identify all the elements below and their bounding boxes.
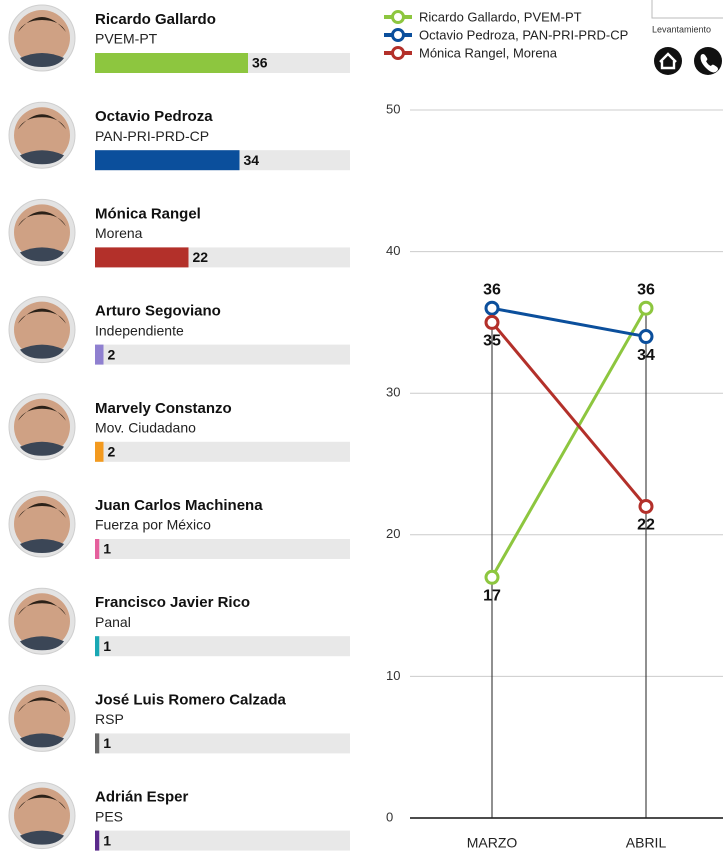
value-label: 1	[103, 638, 111, 654]
candidate-name: Marvely Constanzo	[95, 400, 232, 417]
y-tick-label: 20	[386, 526, 400, 541]
y-tick-label: 10	[386, 668, 400, 683]
value-label: 36	[637, 281, 655, 298]
bar	[95, 150, 240, 170]
value-label: 2	[108, 444, 116, 460]
candidate-party: Independiente	[95, 322, 184, 338]
candidate-name: Ricardo Gallardo	[95, 11, 216, 28]
point	[640, 500, 652, 512]
candidate-name: Mónica Rangel	[95, 205, 201, 222]
x-tick-label: MARZO	[467, 835, 518, 851]
candidate-name: Juan Carlos Machinena	[95, 497, 263, 514]
chart: Levantamiento Ricardo Gallardo PVEM-PT 36 O…	[0, 0, 723, 852]
bar	[95, 53, 248, 73]
candidate-party: Mov. Ciudadano	[95, 420, 196, 436]
legend-label: Ricardo Gallardo, PVEM-PT	[419, 9, 582, 24]
bar-track	[95, 539, 350, 559]
value-label: 34	[637, 347, 655, 364]
y-tick-label: 40	[386, 243, 400, 258]
point	[486, 302, 498, 314]
value-label: 34	[244, 152, 260, 168]
legend-marker	[393, 48, 404, 59]
value-label: 35	[483, 333, 501, 350]
value-label: 17	[483, 587, 501, 604]
candidate-name: Francisco Javier Rico	[95, 594, 250, 611]
legend-item: Mónica Rangel, Morena	[384, 45, 558, 60]
value-label: 2	[108, 346, 116, 362]
candidate-party: Panal	[95, 614, 131, 630]
candidate-party: RSP	[95, 711, 124, 727]
candidate-name: Arturo Segoviano	[95, 303, 221, 320]
legend-marker	[393, 12, 404, 23]
value-label: 22	[193, 249, 209, 265]
bar-track	[95, 442, 350, 462]
candidate-party: PES	[95, 808, 123, 824]
candidate-name: Octavio Pedroza	[95, 108, 213, 125]
y-tick-label: 0	[386, 809, 393, 824]
value-label: 36	[483, 281, 501, 298]
bar	[95, 539, 99, 559]
candidate-party: PVEM-PT	[95, 31, 158, 47]
point	[640, 331, 652, 343]
candidate-name: Adrián Esper	[95, 789, 189, 806]
bar-track	[95, 733, 350, 753]
value-label: 22	[637, 517, 655, 534]
legend-item: Octavio Pedroza, PAN-PRI-PRD-CP	[384, 27, 628, 42]
legend-label: Octavio Pedroza, PAN-PRI-PRD-CP	[419, 27, 628, 42]
home-button[interactable]	[654, 47, 682, 75]
y-tick-label: 30	[386, 385, 400, 400]
legend-item: Ricardo Gallardo, PVEM-PT	[384, 9, 582, 24]
bar	[95, 345, 104, 365]
y-tick-label: 50	[386, 101, 400, 116]
bar	[95, 831, 99, 851]
bar	[95, 733, 99, 753]
point	[640, 302, 652, 314]
candidate-name: José Luis Romero Calzada	[95, 691, 287, 708]
header-box	[652, 0, 723, 18]
value-label: 1	[103, 832, 111, 848]
bar-track	[95, 345, 350, 365]
bar-track	[95, 831, 350, 851]
bar	[95, 636, 99, 656]
x-tick-label: ABRIL	[626, 835, 667, 851]
value-label: 1	[103, 541, 111, 557]
bar	[95, 442, 104, 462]
legend-marker	[393, 30, 404, 41]
bar-track	[95, 636, 350, 656]
value-label: 36	[252, 55, 268, 71]
bar	[95, 247, 189, 267]
candidate-party: Fuerza por México	[95, 517, 211, 533]
candidate-party: Morena	[95, 225, 143, 241]
point	[486, 571, 498, 583]
value-label: 1	[103, 735, 111, 751]
point	[486, 316, 498, 328]
legend-label: Mónica Rangel, Morena	[419, 45, 558, 60]
header-note: Levantamiento	[652, 24, 711, 34]
candidate-party: PAN-PRI-PRD-CP	[95, 128, 209, 144]
series-line	[492, 308, 646, 336]
phone-button[interactable]	[694, 47, 722, 75]
page: {"note": "Levantamiento", "chart_data": …	[0, 0, 723, 852]
